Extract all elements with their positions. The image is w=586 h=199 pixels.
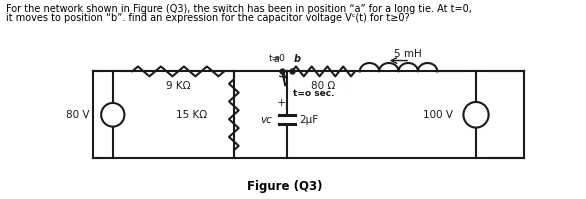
Text: 9 KΩ: 9 KΩ — [166, 81, 190, 91]
Text: a: a — [274, 55, 280, 64]
Text: 100 V: 100 V — [423, 110, 453, 120]
Text: t=o sec.: t=o sec. — [293, 89, 335, 98]
Text: 80 V: 80 V — [66, 110, 90, 120]
Text: For the network shown in Figure (Q3), the switch has been in position “a” for a : For the network shown in Figure (Q3), th… — [6, 4, 472, 14]
Text: Figure (Q3): Figure (Q3) — [247, 180, 323, 193]
Text: 5 mH: 5 mH — [394, 49, 422, 59]
Text: b: b — [294, 55, 301, 64]
Text: 15 KΩ: 15 KΩ — [176, 110, 207, 120]
Text: it moves to position “b”. find an expression for the capacitor voltage Vᶜ(t) for: it moves to position “b”. find an expres… — [6, 13, 410, 23]
Text: +: + — [277, 98, 286, 108]
Text: t=0: t=0 — [269, 54, 286, 62]
Text: 80 Ω: 80 Ω — [311, 81, 336, 91]
Text: vc: vc — [260, 115, 272, 125]
Text: 2μF: 2μF — [299, 115, 318, 125]
